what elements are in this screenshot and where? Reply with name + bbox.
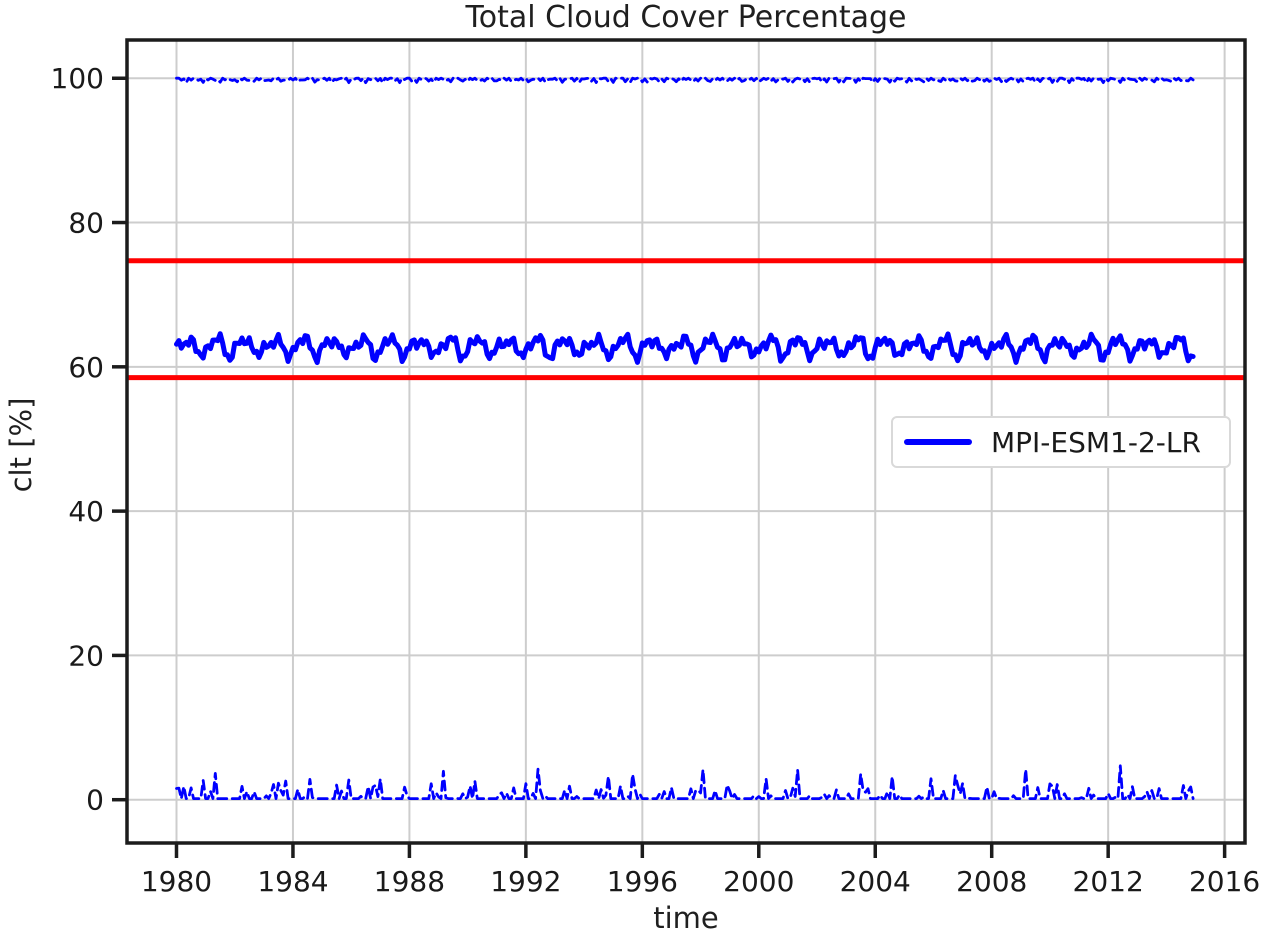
- series-mpi-esm1-2-lr: [174, 331, 1196, 366]
- x-axis-label: time: [653, 901, 719, 935]
- x-tick-label: 1984: [257, 865, 328, 898]
- y-tick-label: 0: [86, 784, 104, 817]
- x-tick-label: 2016: [1189, 865, 1260, 898]
- x-tick-label: 2008: [956, 865, 1027, 898]
- ticks: 1980 1984 1988 1992 1996 2000 2004 2008 2012 2016…: [51, 62, 1261, 898]
- series-monthly-minimum: [175, 764, 1195, 800]
- x-tick-label: 2004: [840, 865, 911, 898]
- x-tick-label: 1980: [141, 865, 212, 898]
- legend: MPI-ESM1-2-LR: [891, 416, 1231, 468]
- x-tick-label: 1992: [490, 865, 561, 898]
- y-tick-label: 100: [51, 62, 104, 95]
- legend-line-sample: [904, 439, 972, 445]
- axes-spines: [125, 38, 1247, 845]
- y-tick-label: 60: [68, 351, 104, 384]
- y-tick-label: 20: [68, 639, 104, 672]
- y-tick-label: 40: [68, 495, 104, 528]
- chart-title: Total Cloud Cover Percentage: [465, 0, 907, 35]
- x-tick-label: 1996: [607, 865, 678, 898]
- x-tick-label: 2012: [1073, 865, 1144, 898]
- x-tick-label: 2000: [723, 865, 794, 898]
- series-monthly-maximum: [175, 76, 1195, 85]
- x-tick-label: 1988: [374, 865, 445, 898]
- y-tick-label: 80: [68, 207, 104, 240]
- legend-label: MPI-ESM1-2-LR: [991, 425, 1201, 459]
